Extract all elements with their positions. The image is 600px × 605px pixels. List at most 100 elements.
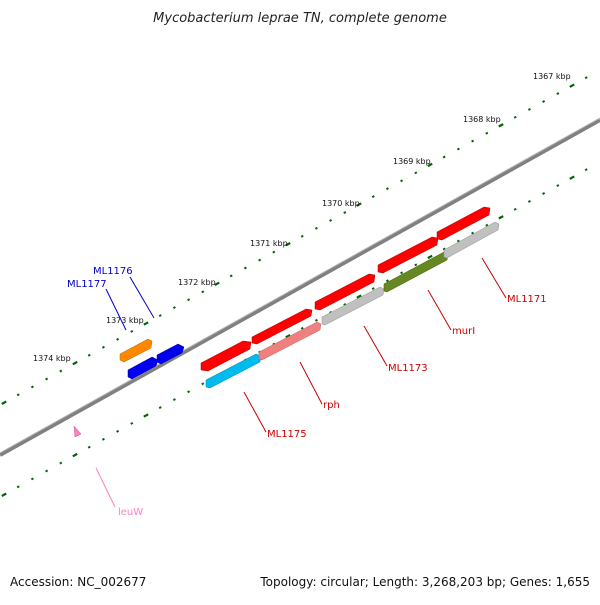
- upper-track-tick: [187, 298, 191, 302]
- gene-arrow-leuw[interactable]: [73, 425, 82, 438]
- callout-ml1175: [243, 391, 267, 433]
- gene-label-leuw[interactable]: leuW: [118, 507, 143, 518]
- upper-track-tick: [400, 179, 404, 183]
- upper-track-tick: [471, 139, 475, 143]
- gene-arrow-ml1175[interactable]: [200, 340, 252, 372]
- lower-track-tick: [30, 477, 34, 481]
- upper-track-tick: [272, 250, 276, 254]
- lower-track-tick: [385, 279, 389, 283]
- upper-track-tick: [527, 107, 531, 111]
- lower-track-tick: [371, 287, 375, 291]
- ruler-label-1374: 1374 kbp: [33, 354, 71, 363]
- upper-track-tick: [456, 147, 460, 151]
- lower-track-tick: [172, 398, 176, 402]
- gene-arrow-cyan[interactable]: [205, 353, 262, 389]
- gene-arrow-gray-1[interactable]: [321, 286, 385, 326]
- lower-track-tick: [45, 469, 49, 473]
- lower-track-tick: [16, 485, 20, 489]
- genome-backbone: [0, 118, 600, 457]
- accession-text: Accession: NC_002677: [10, 575, 146, 589]
- lower-track-tick: [556, 184, 560, 187]
- ruler-label-1370: 1370 kbp: [322, 199, 360, 208]
- upper-track-tick: [143, 321, 149, 326]
- gene-label-rph[interactable]: rph: [323, 400, 340, 411]
- gene-arrow-muri[interactable]: [377, 236, 439, 274]
- ruler-label-1369: 1369 kbp: [393, 157, 431, 166]
- lower-track-tick: [143, 413, 149, 418]
- callout-muri: [427, 289, 452, 331]
- gene-arrow-pink[interactable]: [258, 321, 322, 361]
- gene-arrow-ml1177[interactable]: [127, 356, 159, 380]
- upper-track-tick: [285, 242, 291, 247]
- gene-label-ml1175[interactable]: ML1175: [267, 429, 307, 440]
- ruler-label-1368: 1368 kbp: [463, 115, 501, 124]
- gene-arrow-ml1171[interactable]: [436, 206, 491, 241]
- gene-arrow-ml1176[interactable]: [156, 343, 185, 365]
- lower-track-tick: [400, 271, 404, 275]
- upper-track-tick: [569, 83, 575, 88]
- callout-ml1177: [105, 288, 127, 331]
- upper-track-tick: [158, 314, 162, 317]
- upper-track-tick: [214, 281, 220, 287]
- upper-track-tick: [130, 329, 134, 333]
- lower-track-tick: [101, 437, 105, 441]
- upper-track-tick: [371, 195, 375, 199]
- callout-ml1171: [481, 257, 507, 299]
- lower-track-tick: [414, 263, 418, 267]
- upper-track-tick: [356, 202, 362, 207]
- callout-leuw: [95, 467, 116, 508]
- lower-track-tick: [513, 207, 517, 211]
- topology-text: Topology: circular; Length: 3,268,203 bp…: [259, 575, 590, 589]
- gene-arrow-ml1173[interactable]: [314, 273, 376, 311]
- lower-track-tick: [87, 445, 91, 449]
- lower-track-tick: [1, 492, 7, 497]
- upper-track-tick: [300, 234, 304, 238]
- upper-track-tick: [385, 187, 389, 191]
- lower-track-tick: [314, 318, 318, 322]
- ruler-label-1373: 1373 kbp: [106, 316, 144, 325]
- callout-ml1176: [129, 276, 155, 319]
- lower-track-tick: [59, 461, 63, 465]
- lower-track-tick: [427, 254, 433, 260]
- upper-track-tick: [1, 400, 7, 405]
- upper-track-tick: [30, 385, 34, 389]
- upper-track-tick: [16, 393, 20, 397]
- lower-track-tick: [584, 168, 588, 172]
- lower-track-tick: [527, 199, 531, 203]
- gene-arrow-orange[interactable]: [119, 338, 153, 363]
- gene-label-ml1176[interactable]: ML1176: [93, 266, 133, 277]
- callout-rph: [299, 361, 323, 405]
- gene-arrows: [73, 206, 500, 438]
- gene-arrow-rph[interactable]: [251, 308, 313, 345]
- lower-track-tick: [285, 334, 291, 339]
- lower-track-tick: [130, 421, 134, 425]
- ruler-label-1367: 1367 kbp: [533, 72, 571, 81]
- gene-label-muri[interactable]: murI: [452, 326, 475, 337]
- upper-track-tick: [584, 76, 588, 80]
- lower-track-tick: [356, 294, 362, 299]
- gene-callouts: [95, 257, 507, 508]
- lower-track-tick: [300, 326, 304, 330]
- upper-track-tick: [101, 345, 105, 349]
- upper-track-tick: [329, 218, 333, 222]
- lower-track-tick: [485, 223, 489, 227]
- upper-track-tick: [513, 115, 517, 119]
- gene-label-ml1171[interactable]: ML1171: [507, 294, 547, 305]
- upper-track-tick: [314, 226, 318, 230]
- upper-track-tick: [258, 258, 262, 262]
- upper-track-tick: [116, 337, 120, 341]
- lower-track-tick: [542, 192, 546, 195]
- gene-label-ml1177[interactable]: ML1177: [67, 279, 107, 290]
- gene-label-ml1173[interactable]: ML1173: [388, 363, 428, 374]
- lower-track-tick: [471, 231, 475, 235]
- lower-track-tick: [456, 239, 460, 243]
- gene-arrow-gray-2[interactable]: [443, 221, 500, 259]
- lower-track-tick: [498, 215, 504, 220]
- upper-track-tick: [485, 131, 489, 135]
- ruler-label-1371: 1371 kbp: [250, 239, 288, 248]
- upper-track-tick: [87, 353, 91, 357]
- upper-track-tick: [498, 123, 504, 128]
- upper-track-tick: [427, 162, 433, 168]
- upper-track-tick: [414, 171, 418, 175]
